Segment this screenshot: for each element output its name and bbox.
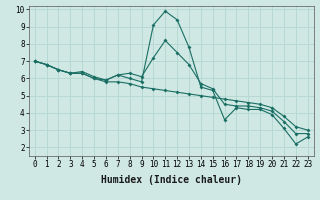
X-axis label: Humidex (Indice chaleur): Humidex (Indice chaleur) [101,175,242,185]
